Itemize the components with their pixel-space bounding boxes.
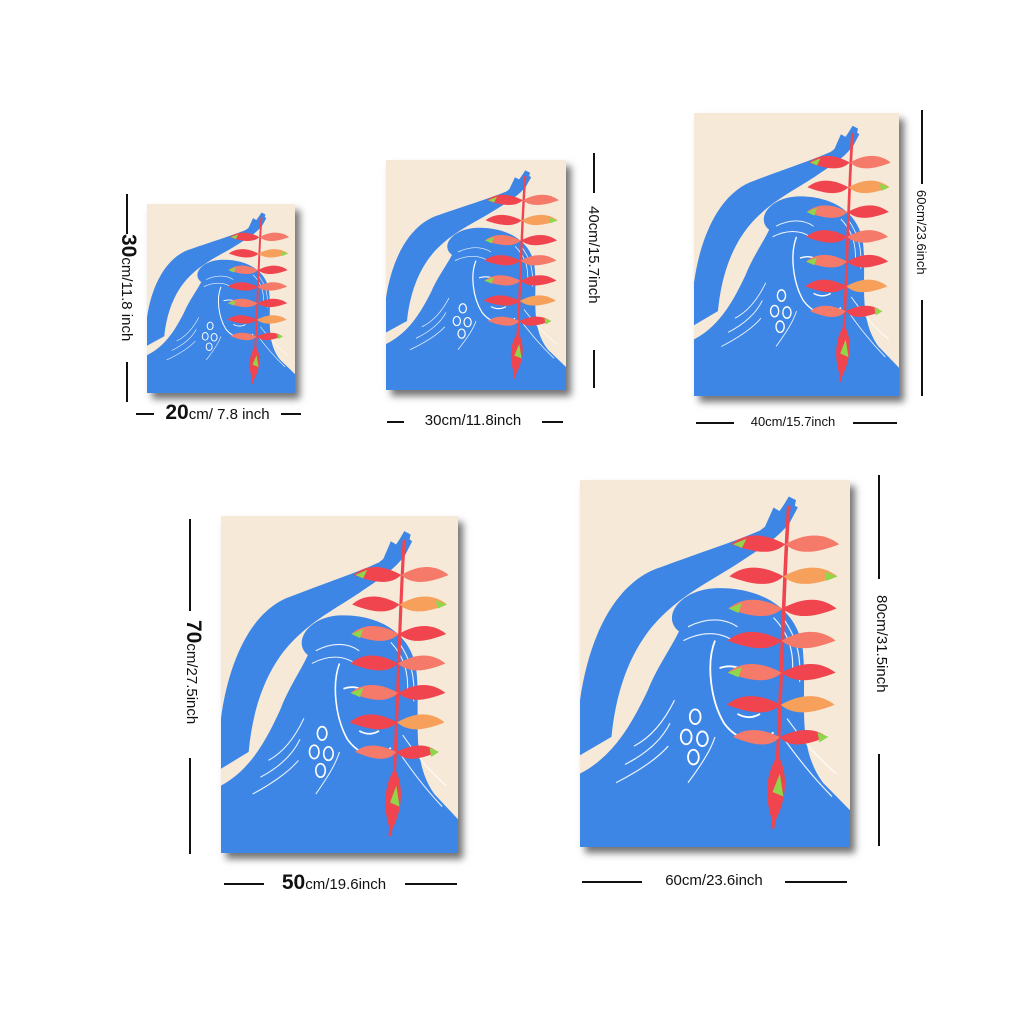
height-line-bottom [878, 754, 880, 846]
width-line-right [405, 883, 457, 885]
height-label-30x40: 40cm/15.7inch [585, 206, 602, 304]
height-line-bottom [921, 300, 923, 396]
height-line-top [921, 110, 923, 184]
poster-20x30 [147, 204, 295, 393]
width-line-left [224, 883, 264, 885]
width-line-right [785, 881, 847, 883]
poster-artwork [580, 480, 850, 847]
height-label-20x30: 30cm/11.8 inch [117, 234, 140, 342]
height-line-top [878, 475, 880, 579]
height-line-top [126, 194, 128, 234]
width-label-50x70: 50cm/19.6inch [281, 871, 387, 894]
poster-50x70 [221, 516, 458, 853]
width-label-60x80: 60cm/23.6inch [665, 872, 763, 889]
width-line-left [696, 422, 734, 424]
height-line-bottom [189, 758, 191, 854]
width-label-20x30: 20cm/ 7.8 inch [165, 401, 270, 424]
width-line-left [582, 881, 642, 883]
height-label-60x80: 80cm/31.5inch [873, 595, 890, 693]
height-line-top [189, 519, 191, 611]
width-line-left [387, 421, 404, 423]
poster-artwork [694, 113, 899, 396]
poster-40x60 [694, 113, 899, 396]
width-line-right [853, 422, 897, 424]
poster-30x40 [386, 160, 566, 390]
height-line-bottom [126, 362, 128, 402]
poster-artwork [221, 516, 458, 853]
height-line-bottom [593, 350, 595, 388]
width-label-40x60: 40cm/15.7inch [750, 414, 836, 429]
width-line-right [281, 413, 301, 415]
width-line-left [136, 413, 154, 415]
poster-artwork [386, 160, 566, 390]
width-line-right [542, 421, 563, 423]
poster-artwork [147, 204, 295, 393]
poster-60x80 [580, 480, 850, 847]
height-line-top [593, 153, 595, 193]
width-label-30x40: 30cm/11.8inch [424, 412, 522, 429]
height-label-40x60: 60cm/23.6inch [914, 190, 929, 275]
height-label-50x70: 70cm/27.5inch [182, 620, 205, 725]
